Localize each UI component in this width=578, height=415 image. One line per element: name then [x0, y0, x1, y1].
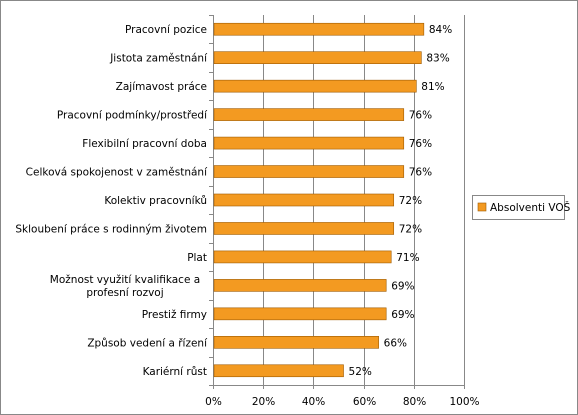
category-label: Zajímavost práce	[116, 81, 207, 93]
bar	[213, 307, 387, 321]
bar	[213, 79, 417, 93]
bar	[213, 250, 392, 264]
bar	[213, 51, 422, 64]
data-label: 72%	[399, 223, 422, 235]
bar	[213, 136, 405, 150]
bar	[213, 279, 387, 292]
x-tick-label: 0%	[205, 396, 222, 408]
data-label: 69%	[391, 280, 414, 292]
category-label: Flexibilní pracovní doba	[82, 138, 207, 150]
legend-swatch	[477, 202, 487, 212]
category-label: Celková spokojenost v zaměstnání	[26, 167, 208, 179]
data-label: 52%	[349, 366, 372, 378]
bar	[213, 193, 395, 207]
category-label: Plat	[187, 252, 207, 264]
legend-label: Absolventi VOŠ	[490, 201, 571, 214]
category-label: Pracovní pozice	[125, 24, 207, 36]
bar	[213, 222, 395, 235]
category-label: profesní rozvoj	[86, 287, 163, 299]
x-tick-label: 100%	[449, 396, 479, 408]
category-label: Způsob vedení a řízení	[87, 337, 208, 349]
bar	[213, 22, 425, 36]
category-label: Pracovní podmínky/prostředí	[57, 110, 208, 122]
bar	[213, 108, 405, 121]
data-label: 66%	[384, 337, 407, 349]
data-label: 72%	[399, 195, 422, 207]
x-tick-label: 40%	[302, 396, 325, 408]
legend-box	[472, 195, 565, 220]
bar	[213, 364, 344, 378]
bar	[213, 165, 405, 178]
category-label: Kariérní růst	[143, 366, 207, 378]
category-label: Možnost využití kvalifikace a	[50, 274, 200, 286]
data-label: 69%	[391, 309, 414, 321]
data-label: 76%	[409, 167, 432, 179]
data-label: 83%	[426, 53, 449, 65]
category-label: Jistota zaměstnání	[109, 53, 208, 65]
data-label: 71%	[396, 252, 419, 264]
data-label: 84%	[429, 24, 452, 36]
data-label: 81%	[421, 81, 444, 93]
category-label: Prestiž firmy	[142, 309, 207, 321]
category-label: Skloubení práce s rodinným životem	[15, 223, 207, 235]
x-tick-label: 80%	[403, 396, 426, 408]
x-tick-label: 20%	[252, 396, 275, 408]
category-label: Kolektiv pracovníků	[104, 195, 207, 207]
data-label: 76%	[409, 138, 432, 150]
x-tick-label: 60%	[353, 396, 376, 408]
bar	[213, 336, 379, 349]
data-label: 76%	[409, 110, 432, 122]
